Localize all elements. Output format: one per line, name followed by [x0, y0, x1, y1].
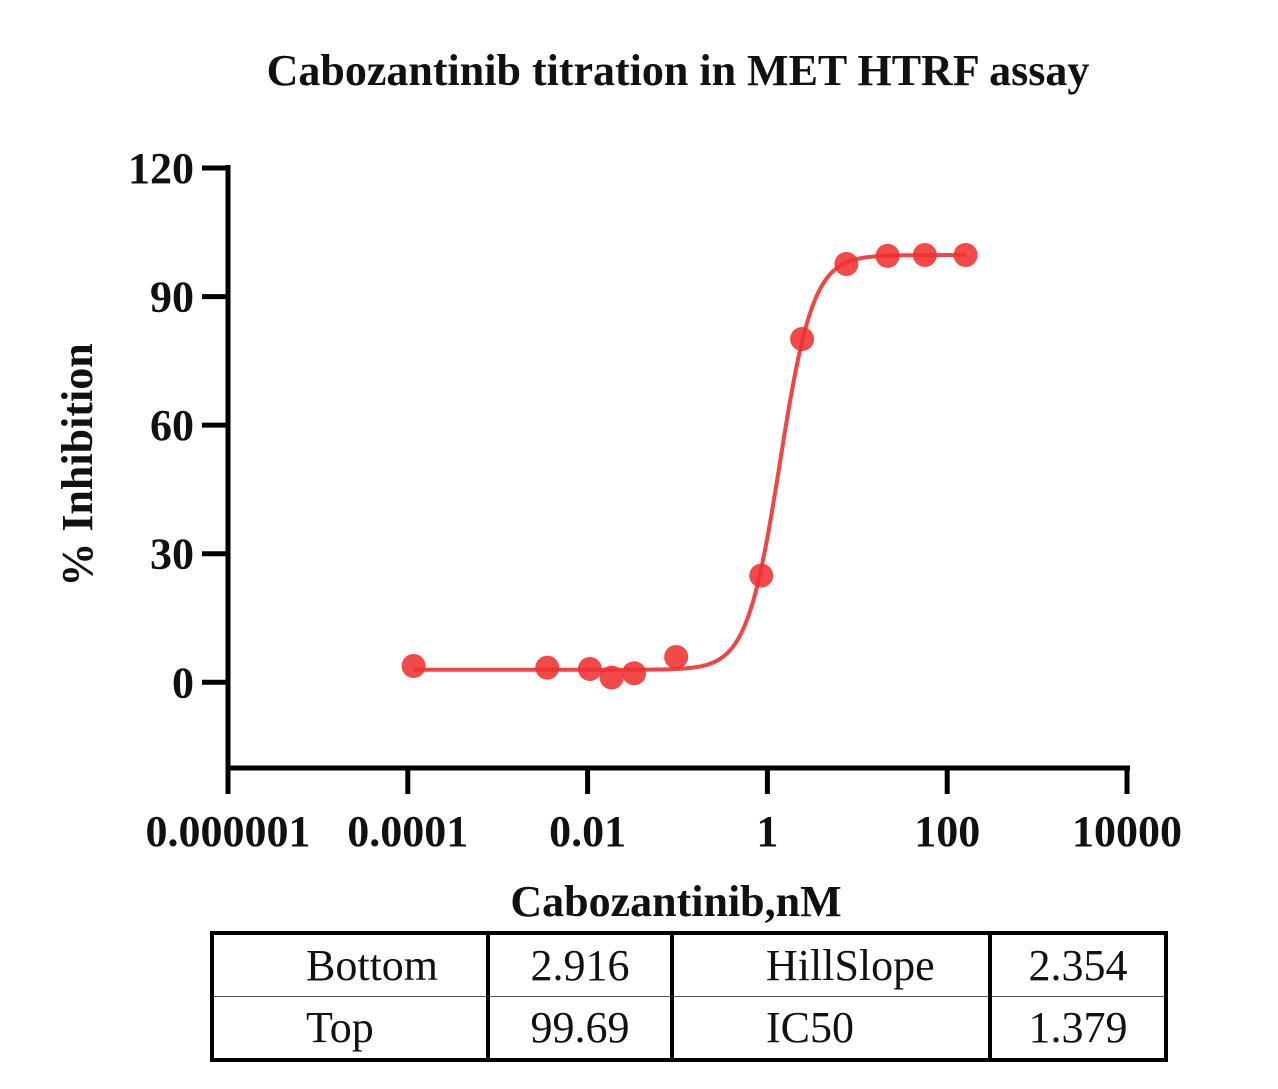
data-point	[790, 327, 815, 351]
param-value-hillslope: 2.354	[990, 933, 1166, 997]
data-point	[912, 243, 937, 267]
data-point	[749, 563, 774, 588]
data-point	[875, 243, 900, 268]
param-name-hillslope: HillSlope	[672, 933, 992, 997]
data-point	[834, 252, 859, 276]
chart-title: Cabozantinib titration in MET HTRF assay	[267, 46, 1090, 95]
param-name-top: Top	[212, 996, 490, 1060]
data-point	[577, 657, 602, 681]
fit-parameters-table: Bottom 2.916 HillSlope 2.354 Top 99.69 I…	[210, 931, 1168, 1062]
data-point	[599, 665, 624, 690]
table-row: Bottom 2.916 HillSlope 2.354	[212, 933, 1166, 997]
data-point	[622, 661, 647, 686]
x-axis-label: Cabozantinib,nM	[510, 877, 841, 926]
y-tick-label: 90	[150, 273, 194, 322]
x-tick-label: 0.0001	[347, 807, 468, 856]
table-row: Top 99.69 IC50 1.379	[212, 996, 1166, 1060]
y-tick-label: 30	[150, 530, 194, 579]
dose-response-chart: Cabozantinib titration in MET HTRF assay…	[53, 46, 1182, 926]
data-point	[401, 654, 426, 678]
param-name-ic50: IC50	[672, 996, 992, 1060]
x-tick-label: 0.000001	[146, 807, 311, 856]
y-tick-label: 60	[150, 401, 194, 450]
x-tick-label: 10000	[1072, 807, 1182, 856]
y-axis-label: % Inhibition	[53, 343, 102, 586]
data-point	[953, 243, 978, 267]
x-tick-label: 1	[756, 807, 778, 856]
param-value-bottom: 2.916	[488, 933, 674, 997]
fit-curve	[413, 253, 966, 672]
axis-ticks: 0 30 60 90 120 0.000001 0.0001 0.01 1 100 10000	[128, 144, 1182, 856]
param-value-ic50: 1.379	[1028, 1003, 1128, 1052]
data-point	[535, 655, 560, 680]
x-tick-label: 100	[914, 807, 980, 856]
data-point	[664, 645, 689, 669]
y-tick-label: 120	[128, 144, 194, 193]
x-tick-label: 0.01	[549, 807, 626, 856]
y-tick-label: 0	[172, 658, 194, 707]
data-points	[401, 243, 978, 690]
param-value-top: 99.69	[488, 996, 674, 1060]
param-name-bottom: Bottom	[212, 933, 490, 997]
